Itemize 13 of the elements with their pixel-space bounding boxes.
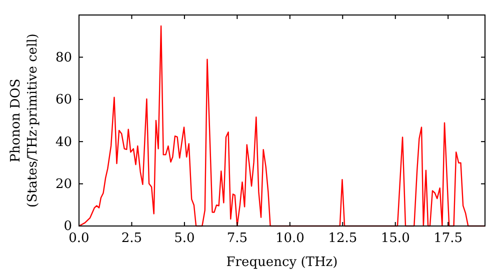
x-axis-title: Frequency (THz) <box>226 255 338 270</box>
y-tick-label: 40 <box>55 134 72 150</box>
x-tick-label: 7.5 <box>226 231 248 246</box>
x-tick-label: 10.0 <box>275 231 304 246</box>
x-tick-label: 17.5 <box>434 231 463 246</box>
x-tick-label: 12.5 <box>328 231 358 246</box>
y-tick-label: 20 <box>55 176 72 192</box>
y-tick-label: 80 <box>55 50 72 66</box>
x-tick-label: 5.0 <box>174 231 195 246</box>
y-tick-label: 60 <box>55 92 72 108</box>
x-tick-label: 2.5 <box>121 231 142 246</box>
x-tick-label: 15.0 <box>380 231 410 246</box>
y-axis-title: Phonon DOS (States/THz·primitive cell) <box>8 33 40 208</box>
